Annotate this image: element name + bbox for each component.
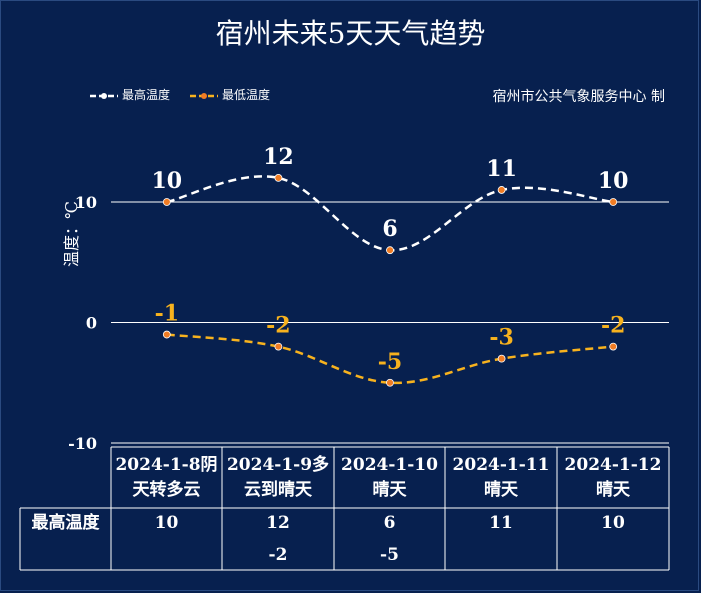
y-tick-label: -10 (68, 434, 97, 453)
data-label-low: -2 (601, 313, 625, 339)
table-date-cell: 2024-1-11 晴天 (452, 455, 550, 500)
table-low-cell: -2 (268, 545, 288, 565)
data-label-high: 10 (151, 168, 182, 194)
data-label-high: 12 (263, 144, 294, 170)
table-date-cell: 2024-1-8阴 天转多云 (115, 455, 218, 500)
legend-high-label: 最高温度 (122, 88, 171, 102)
table-high-cell: 10 (154, 513, 179, 533)
table-date-cell: 2024-1-12 晴天 (564, 455, 662, 500)
data-label-low: -3 (489, 325, 513, 351)
data-point-low (162, 330, 171, 339)
data-label-low: -1 (155, 301, 179, 327)
data-label-high: 6 (382, 216, 397, 242)
data-point-low (609, 342, 618, 351)
y-axis-label: 温度：℃ (62, 201, 81, 267)
legend-low-marker (201, 93, 207, 99)
table-high-cell: 12 (266, 513, 290, 533)
data-label-high: 10 (598, 168, 629, 194)
data-point-low (274, 342, 283, 351)
legend-low-label: 最低温度 (222, 88, 271, 102)
table-high-cell: 10 (601, 513, 625, 533)
table-row-header: 最高温度 (31, 513, 100, 533)
data-point-low (386, 378, 394, 387)
data-point-low (497, 354, 506, 363)
data-point-high (386, 246, 394, 255)
data-point-high (497, 186, 506, 194)
legend-high-marker (101, 93, 107, 99)
table-date-cell: 2024-1-10 晴天 (341, 455, 438, 500)
legend (90, 93, 218, 99)
data-point-high (609, 198, 618, 206)
data-point-high (274, 173, 283, 182)
table-high-cell: 11 (489, 513, 513, 533)
table-low-cell: -5 (380, 545, 399, 565)
chart-title: 宿州未来5天天气趋势 (215, 17, 486, 50)
data-point-high (162, 198, 171, 206)
y-tick-label: 10 (75, 193, 97, 212)
data-label-high: 11 (486, 156, 517, 182)
table-date-cell: 2024-1-9多 云到晴天 (226, 455, 330, 500)
y-tick-label: 0 (86, 314, 97, 333)
data-label-low: -2 (266, 313, 290, 339)
series-line-low (166, 333, 614, 385)
table-high-cell: 6 (383, 513, 396, 533)
data-label-low: -5 (378, 349, 402, 375)
source-credit: 宿州市公共气象服务中心 制 (492, 89, 665, 105)
